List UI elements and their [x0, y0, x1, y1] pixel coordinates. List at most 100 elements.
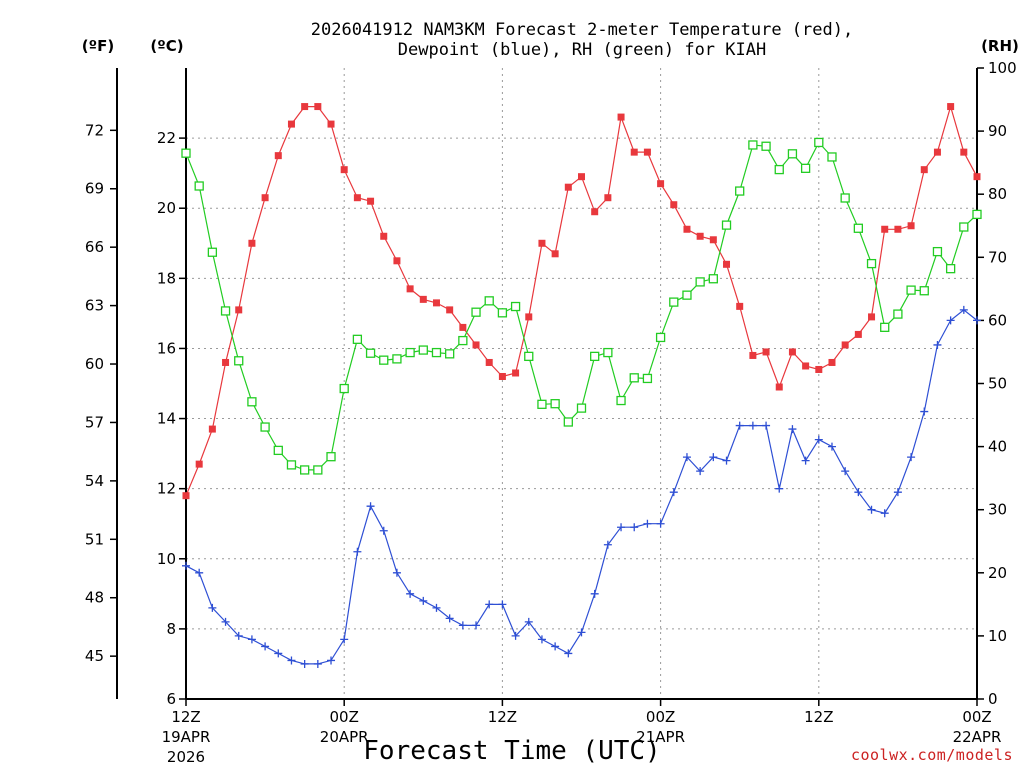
rh-tick-label: 90: [988, 122, 1007, 140]
dewpoint-point: [841, 467, 850, 476]
x-tick-label: 22APR: [953, 728, 1002, 746]
celsius-tick-label: 10: [157, 550, 176, 568]
temperature-point: [419, 295, 427, 303]
dewpoint-point: [880, 509, 889, 518]
dewpoint-point: [788, 425, 797, 434]
rh-unit-label: (RH): [981, 37, 1019, 55]
fahrenheit-tick-label: 69: [85, 180, 104, 198]
fahrenheit-tick-label: 72: [85, 121, 104, 139]
rh-tick-label: 60: [988, 311, 1007, 329]
fahrenheit-tick-label: 63: [85, 297, 104, 315]
axes: [110, 67, 984, 706]
dewpoint-point: [920, 407, 929, 416]
dewpoint-point: [511, 631, 520, 640]
temperature-point: [604, 194, 612, 202]
rh-point: [497, 308, 508, 318]
temperature-point: [564, 183, 572, 191]
x-tick-label: 00Z: [646, 708, 675, 726]
dewpoint-point: [458, 621, 467, 630]
dewpoint-point: [524, 617, 533, 626]
celsius-tick-label: 20: [157, 199, 176, 217]
temperature-point: [367, 197, 375, 205]
temperature-point: [485, 358, 493, 366]
temperature-point: [868, 313, 876, 321]
rh-tick-label: 20: [988, 564, 1007, 582]
dewpoint-point: [182, 561, 190, 570]
dewpoint-point: [867, 505, 876, 514]
dewpoint-point: [327, 656, 336, 665]
rh-point: [550, 399, 560, 409]
temperature-point: [775, 383, 783, 391]
dewpoint-point: [300, 659, 309, 668]
gridlines: [186, 68, 977, 699]
dewpoint-point: [656, 519, 665, 528]
temperature-point: [960, 148, 968, 156]
temperature-point: [578, 173, 585, 181]
celsius-tick-label: 6: [166, 690, 176, 708]
rh-point: [365, 348, 376, 358]
rh-point: [313, 465, 323, 475]
temperature-point: [920, 166, 928, 174]
rh-point: [510, 301, 521, 312]
rh-point: [880, 322, 890, 332]
rh-point: [708, 274, 718, 284]
celsius-unit-label: (ºC): [150, 37, 183, 55]
source-credit: coolwx.com/models: [851, 746, 1013, 764]
temperature-point: [182, 492, 190, 500]
dewpoint-point: [551, 642, 560, 651]
temperature-point: [630, 148, 638, 156]
dewpoint-point: [247, 635, 256, 644]
x-tick-label: 12Z: [171, 708, 200, 726]
dewpoint-point: [406, 589, 415, 598]
dewpoint-point: [287, 656, 296, 665]
rh-point: [695, 277, 705, 287]
temperature-point: [380, 232, 388, 240]
dewpoint-point: [472, 621, 481, 630]
rh-point: [800, 163, 811, 173]
temperature-point: [762, 348, 770, 356]
rh-point: [207, 247, 218, 257]
rh-point: [458, 335, 468, 346]
fahrenheit-tick-label: 48: [85, 589, 104, 607]
temperature-point: [643, 148, 651, 156]
dewpoint-point: [366, 502, 375, 511]
rh-point: [299, 465, 310, 475]
temperature-point: [301, 103, 309, 111]
rh-point: [247, 397, 257, 407]
rh-point: [919, 286, 929, 296]
temperature-point: [287, 120, 295, 128]
dewpoint-point: [353, 547, 362, 556]
rh-point: [576, 403, 587, 413]
rh-point: [194, 181, 204, 191]
temperature-point: [709, 236, 717, 244]
temperature-point: [459, 323, 467, 331]
temperature-point: [788, 348, 796, 356]
dewpoint-point: [748, 421, 757, 430]
temperature-point: [947, 103, 955, 111]
rh-point: [326, 452, 336, 462]
rh-point: [906, 285, 916, 295]
temperature-point: [854, 330, 862, 338]
dewpoint-point: [893, 488, 902, 497]
fahrenheit-tick-label: 57: [85, 413, 104, 431]
rh-point: [524, 351, 534, 362]
rh-point: [735, 186, 745, 196]
temperature-point: [907, 222, 915, 230]
temperature-point: [222, 358, 230, 366]
dewpoint-point: [392, 568, 401, 577]
dewpoint-point: [234, 631, 243, 640]
rh-point: [405, 347, 415, 358]
dewpoint-point: [959, 305, 968, 314]
temperature-point: [261, 194, 269, 202]
rh-point: [339, 383, 349, 394]
temperature-point: [683, 225, 691, 233]
dewpoint-point: [590, 589, 599, 598]
dewpoint-point: [827, 442, 836, 451]
dewpoint-point: [722, 456, 731, 465]
temperature-point: [327, 120, 335, 128]
x-tick-label: 19APR: [162, 728, 211, 746]
temperature-point: [617, 113, 625, 121]
dewpoint-point: [735, 421, 744, 430]
rh-point: [220, 306, 231, 316]
temperature-point: [314, 103, 322, 111]
